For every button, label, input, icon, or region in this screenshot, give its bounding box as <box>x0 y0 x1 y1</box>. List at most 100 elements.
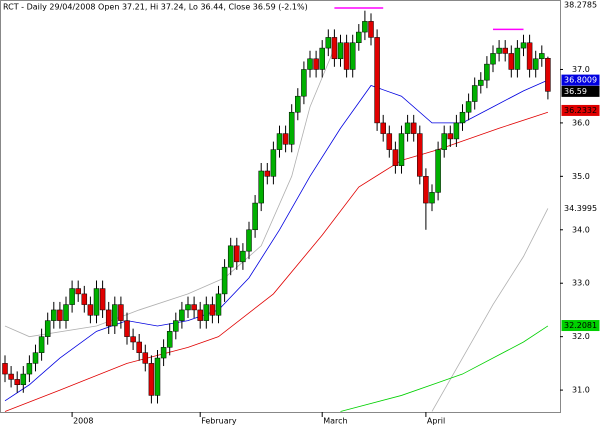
candle-body <box>179 309 185 321</box>
candle-body <box>441 133 447 150</box>
candle-body <box>465 101 472 113</box>
candle-body <box>368 21 374 38</box>
candle-body <box>185 304 191 311</box>
candle-body <box>398 133 405 166</box>
candle-body <box>325 37 332 49</box>
candle-body <box>252 202 258 231</box>
y-tick-label: 36.0 <box>572 118 590 127</box>
candle-body <box>301 69 307 97</box>
candle-body <box>404 122 411 134</box>
price-label: 36.8009 <box>564 76 597 85</box>
candle-body <box>20 373 27 385</box>
x-tick-label: April <box>427 417 445 426</box>
y-tick-label: 31.0 <box>572 386 590 395</box>
candle-body <box>69 288 75 305</box>
candle-body <box>63 304 69 321</box>
candle-body <box>173 320 179 332</box>
candle-body <box>417 133 423 177</box>
candle-body <box>539 53 545 60</box>
candle-body <box>490 53 496 65</box>
candle-body <box>484 63 490 81</box>
price-label-box <box>561 0 600 11</box>
candle-body <box>307 58 313 70</box>
price-label-box <box>561 74 600 86</box>
y-tick-label: 34.0 <box>572 225 590 234</box>
y-tick-label: 35.0 <box>572 172 590 181</box>
candle-body <box>295 95 301 113</box>
price-label: 38.2785 <box>564 1 597 10</box>
candle-body <box>51 309 57 321</box>
candle-body <box>276 133 283 150</box>
candle-body <box>81 293 88 305</box>
candle-body <box>258 170 264 204</box>
candle-body <box>93 288 100 316</box>
price-label: 36.2332 <box>564 106 597 115</box>
candle-body <box>234 245 240 263</box>
candle-body <box>496 47 502 54</box>
candle-body <box>447 133 454 140</box>
y-tick-label: 33.0 <box>572 279 590 288</box>
candle-body <box>532 58 539 70</box>
candle-body <box>203 304 210 321</box>
candle-body <box>215 293 222 316</box>
candle-body <box>423 176 429 204</box>
candle-body <box>520 42 527 49</box>
candle-body <box>136 341 142 353</box>
indicator-line <box>340 325 549 412</box>
plot-frame <box>0 0 561 413</box>
candle-body <box>14 379 20 385</box>
candle-body <box>44 320 51 337</box>
candle-body <box>112 304 118 327</box>
candle-body <box>288 111 295 145</box>
candle-body <box>313 58 319 70</box>
candle-body <box>343 42 350 70</box>
candle-body <box>502 47 508 54</box>
candle-body <box>349 42 356 70</box>
candle-body <box>374 37 380 124</box>
candle-body <box>410 122 417 134</box>
candle-body <box>197 309 203 321</box>
price-label: 32.2081 <box>564 321 597 330</box>
candle-body <box>362 21 368 33</box>
candle-body <box>380 122 386 134</box>
candle-body <box>166 331 173 348</box>
candle-body <box>526 42 533 70</box>
price-label-box <box>561 104 600 116</box>
candle-body <box>124 320 130 337</box>
candle-body <box>246 229 252 252</box>
candle-body <box>2 363 8 375</box>
candle-body <box>459 111 466 124</box>
candle-body <box>142 352 149 364</box>
candle-body <box>87 304 94 316</box>
candle-body <box>209 304 216 316</box>
x-tick-label: March <box>323 417 347 426</box>
candle-body <box>227 245 234 268</box>
price-label-box <box>561 85 600 97</box>
candle-body <box>282 133 289 145</box>
candle-body <box>32 352 39 364</box>
y-tick-label: 32.0 <box>572 332 590 341</box>
indicator-line <box>431 208 549 412</box>
candle-body <box>331 37 338 60</box>
candle-body <box>191 304 197 311</box>
candle-body <box>356 31 362 43</box>
y-tick-label: 37.0 <box>572 65 590 74</box>
candle-body <box>160 347 167 359</box>
candle-body <box>337 42 344 60</box>
candle-body <box>270 149 277 177</box>
candle-body <box>429 192 435 204</box>
price-label-box <box>561 320 600 332</box>
candle-body <box>57 309 63 321</box>
candle-body <box>38 336 45 353</box>
candle-body <box>99 288 106 311</box>
candle-body <box>154 357 161 396</box>
candle-body <box>240 250 246 263</box>
candle-body <box>545 57 551 92</box>
candle-body <box>392 149 399 166</box>
indicator-line <box>4 47 335 338</box>
price-label-box <box>561 202 600 214</box>
candle-body <box>8 373 14 380</box>
candle-body <box>148 363 155 396</box>
candle-body <box>264 170 271 177</box>
